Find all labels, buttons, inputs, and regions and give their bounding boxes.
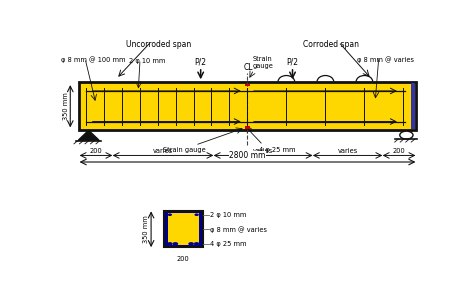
- Text: φ 8 mm @ varies: φ 8 mm @ varies: [357, 56, 414, 63]
- Text: φ 8 mm @ varies: φ 8 mm @ varies: [210, 226, 267, 233]
- Bar: [411, 83, 415, 129]
- Text: 4 φ 25 mm: 4 φ 25 mm: [259, 147, 296, 153]
- Bar: [164, 211, 202, 247]
- Text: 2 φ 10 mm: 2 φ 10 mm: [129, 58, 165, 64]
- Text: CL: CL: [244, 63, 254, 72]
- Text: P/2: P/2: [286, 57, 299, 66]
- Text: 200: 200: [392, 148, 405, 154]
- Text: 4 φ 25 mm: 4 φ 25 mm: [210, 241, 247, 247]
- Circle shape: [194, 213, 199, 216]
- Bar: [245, 83, 250, 86]
- Polygon shape: [78, 130, 99, 140]
- Bar: [245, 126, 250, 129]
- Text: Strain
gauge: Strain gauge: [253, 56, 273, 69]
- Circle shape: [194, 242, 200, 245]
- Circle shape: [168, 213, 172, 216]
- Circle shape: [173, 242, 178, 245]
- Circle shape: [400, 131, 413, 139]
- Circle shape: [188, 242, 194, 245]
- Bar: [80, 82, 416, 130]
- Text: φ 8 mm @ 100 mm: φ 8 mm @ 100 mm: [61, 56, 126, 63]
- Circle shape: [167, 242, 173, 245]
- Text: Strain gauge: Strain gauge: [163, 147, 206, 153]
- Text: 2 φ 10 mm: 2 φ 10 mm: [210, 212, 246, 218]
- Text: varies: varies: [153, 148, 173, 154]
- Text: 2800 mm: 2800 mm: [229, 151, 266, 160]
- Text: Uncorroded span: Uncorroded span: [126, 39, 191, 49]
- Text: 200: 200: [90, 148, 102, 154]
- Text: varies: varies: [253, 148, 273, 154]
- Text: Corroded span: Corroded span: [303, 39, 359, 49]
- Text: varies: varies: [337, 148, 358, 154]
- Text: 200: 200: [177, 256, 190, 262]
- Text: 350 mm: 350 mm: [143, 215, 149, 243]
- Bar: [168, 213, 199, 245]
- Text: 350 mm: 350 mm: [63, 92, 69, 120]
- Text: P/2: P/2: [195, 57, 207, 66]
